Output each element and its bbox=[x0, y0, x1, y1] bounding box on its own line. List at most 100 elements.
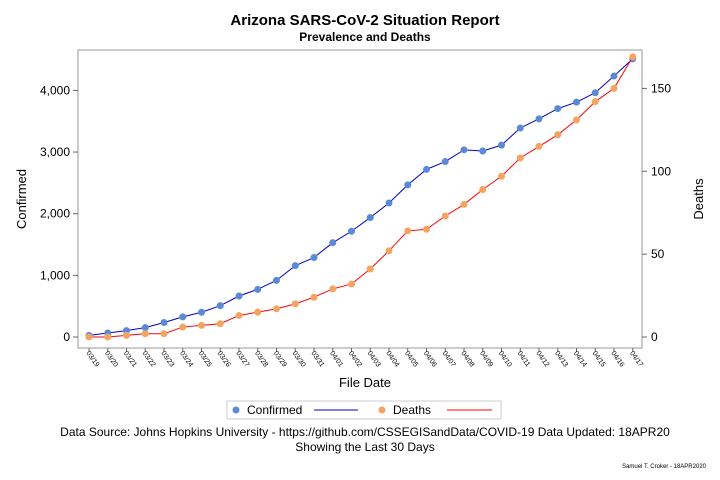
x-tick-label: 04/15 bbox=[591, 350, 607, 368]
x-tick-label: 03/22 bbox=[141, 350, 157, 368]
deaths-point bbox=[273, 305, 280, 313]
y2-tick-label: 0 bbox=[651, 330, 658, 344]
confirmed-series-line bbox=[88, 58, 634, 336]
deaths-point bbox=[423, 225, 430, 233]
deaths-point bbox=[141, 330, 149, 338]
deaths-point bbox=[104, 333, 112, 341]
confirmed-point bbox=[291, 262, 299, 270]
confirmed-point bbox=[216, 302, 224, 310]
y-axis-left: 0 1,000 2,000 3,000 4,000 bbox=[40, 83, 78, 344]
confirmed-point bbox=[498, 141, 505, 149]
deaths-point bbox=[385, 247, 393, 255]
y2-tick-label: 50 bbox=[651, 247, 665, 261]
x-tick-label: 03/19 bbox=[84, 350, 100, 368]
x-tick-label: 03/24 bbox=[178, 350, 194, 368]
x-tick-label: 03/25 bbox=[197, 350, 213, 368]
y-axis-right: 0 50 100 150 bbox=[642, 81, 671, 344]
confirmed-point bbox=[479, 147, 487, 155]
x-tick-label: 04/06 bbox=[422, 350, 438, 368]
deaths-point bbox=[348, 280, 355, 288]
deaths-point bbox=[216, 320, 224, 328]
y-tick-label: 2,000 bbox=[40, 207, 70, 221]
confirmed-point bbox=[610, 72, 618, 80]
deaths-point bbox=[573, 116, 580, 124]
confirmed-point bbox=[573, 98, 580, 106]
x-tick-label: 04/07 bbox=[441, 350, 457, 368]
legend-deaths-marker bbox=[378, 406, 386, 414]
deaths-point bbox=[535, 142, 543, 150]
x-tick-label: 04/11 bbox=[516, 350, 532, 368]
deaths-point bbox=[179, 323, 187, 331]
deaths-point bbox=[629, 53, 637, 61]
x-tick-label: 03/29 bbox=[272, 350, 288, 368]
x-tick-label: 04/16 bbox=[609, 350, 625, 368]
confirmed-point bbox=[404, 181, 412, 189]
confirmed-point bbox=[423, 165, 430, 173]
deaths-point bbox=[516, 154, 524, 162]
confirmed-point bbox=[441, 158, 449, 166]
deaths-point bbox=[160, 330, 168, 338]
legend-deaths-label: Deaths bbox=[393, 403, 431, 417]
deaths-point bbox=[366, 265, 374, 273]
y-tick-label: 4,000 bbox=[40, 83, 70, 97]
confirmed-point bbox=[460, 146, 468, 154]
confirmed-point bbox=[366, 214, 374, 222]
y-tick-label: 0 bbox=[63, 330, 70, 344]
x-tick-label: 04/14 bbox=[572, 350, 588, 368]
deaths-point bbox=[479, 185, 487, 193]
x-tick-label: 04/13 bbox=[553, 350, 569, 368]
deaths-point bbox=[441, 212, 449, 220]
x-tick-label: 03/27 bbox=[234, 350, 250, 368]
x-tick-label: 04/12 bbox=[534, 350, 550, 368]
deaths-point bbox=[591, 98, 599, 106]
deaths-point bbox=[235, 311, 243, 319]
deaths-point bbox=[123, 331, 130, 339]
confirmed-point bbox=[591, 89, 599, 97]
x-axis-label: File Date bbox=[339, 375, 391, 390]
x-tick-label: 04/08 bbox=[459, 350, 475, 368]
deaths-point bbox=[329, 285, 337, 293]
y2-axis-label: Deaths bbox=[691, 178, 706, 220]
y2-tick-label: 150 bbox=[651, 81, 671, 95]
plot-frame bbox=[77, 49, 643, 349]
confirmed-point bbox=[160, 319, 168, 327]
x-tick-label: 04/03 bbox=[366, 350, 382, 368]
confirmed-point bbox=[535, 115, 543, 123]
confirmed-point bbox=[516, 124, 524, 132]
series-layer bbox=[85, 53, 637, 341]
deaths-point bbox=[554, 131, 562, 139]
x-tick-label: 04/10 bbox=[497, 350, 513, 368]
confirmed-point bbox=[310, 254, 318, 262]
x-tick-label: 03/23 bbox=[159, 350, 175, 368]
deaths-point bbox=[85, 333, 93, 341]
confirmed-point bbox=[198, 308, 205, 316]
legend: Confirmed Deaths bbox=[226, 400, 502, 420]
x-tick-label: 04/02 bbox=[347, 350, 363, 368]
confirmed-point bbox=[348, 227, 355, 235]
deaths-point bbox=[610, 84, 618, 92]
x-tick-label: 04/17 bbox=[628, 350, 644, 368]
confirmed-point bbox=[141, 324, 149, 332]
x-axis: 03/19 03/20 03/21 03/22 03/23 03/24 03/25 03/26… bbox=[84, 348, 644, 369]
x-tick-label: 03/30 bbox=[291, 350, 307, 368]
legend-confirmed-marker bbox=[232, 406, 240, 414]
deaths-point bbox=[460, 200, 468, 208]
y2-tick-label: 100 bbox=[651, 164, 671, 178]
x-tick-label: 03/26 bbox=[216, 350, 232, 368]
deaths-point bbox=[498, 172, 505, 180]
credit: Samuel T. Croker - 18APR2020 bbox=[622, 464, 707, 470]
x-tick-label: 03/28 bbox=[253, 350, 269, 368]
chart-subtitle: Prevalence and Deaths bbox=[299, 30, 431, 44]
footnote-source: Data Source: Johns Hopkins University - … bbox=[60, 425, 670, 439]
confirmed-point bbox=[273, 276, 280, 284]
y-tick-label: 3,000 bbox=[40, 145, 70, 159]
deaths-point bbox=[310, 293, 318, 301]
x-tick-label: 03/20 bbox=[103, 350, 119, 368]
deaths-point bbox=[198, 321, 205, 329]
deaths-point bbox=[254, 308, 262, 316]
y-axis-label: Confirmed bbox=[14, 169, 29, 229]
x-tick-label: 04/01 bbox=[328, 350, 344, 368]
deaths-point bbox=[404, 227, 412, 235]
deaths-series-line bbox=[89, 56, 634, 338]
